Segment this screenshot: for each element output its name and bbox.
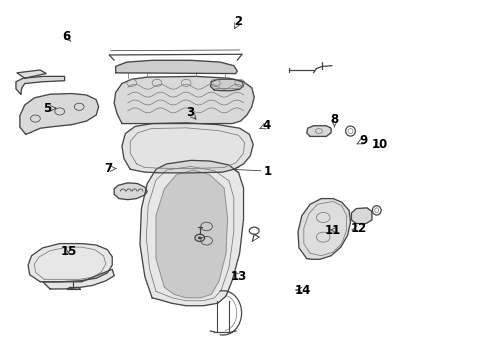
Text: 7: 7 xyxy=(104,162,112,175)
Polygon shape xyxy=(116,60,237,73)
Polygon shape xyxy=(28,244,112,282)
Polygon shape xyxy=(306,126,330,136)
Text: 10: 10 xyxy=(371,138,387,151)
Text: 1: 1 xyxy=(263,165,271,177)
Text: 2: 2 xyxy=(234,14,242,27)
Text: 12: 12 xyxy=(350,222,366,235)
Text: 5: 5 xyxy=(43,102,52,115)
Text: 6: 6 xyxy=(62,30,70,43)
Polygon shape xyxy=(351,208,371,224)
Text: 14: 14 xyxy=(294,284,310,297)
Polygon shape xyxy=(114,183,147,200)
Polygon shape xyxy=(114,76,254,123)
Text: 11: 11 xyxy=(324,224,341,237)
Polygon shape xyxy=(210,79,243,91)
Polygon shape xyxy=(42,269,114,289)
Polygon shape xyxy=(17,70,46,78)
Polygon shape xyxy=(16,76,64,94)
Text: 8: 8 xyxy=(330,113,338,126)
Polygon shape xyxy=(156,170,227,298)
Circle shape xyxy=(198,237,201,239)
Polygon shape xyxy=(20,94,99,134)
Text: 4: 4 xyxy=(262,119,270,132)
Text: 3: 3 xyxy=(185,105,194,119)
Polygon shape xyxy=(140,160,243,306)
Polygon shape xyxy=(297,199,350,259)
Polygon shape xyxy=(122,123,253,173)
Text: 9: 9 xyxy=(359,134,367,147)
Text: 15: 15 xyxy=(60,245,77,258)
Text: 13: 13 xyxy=(230,270,246,283)
